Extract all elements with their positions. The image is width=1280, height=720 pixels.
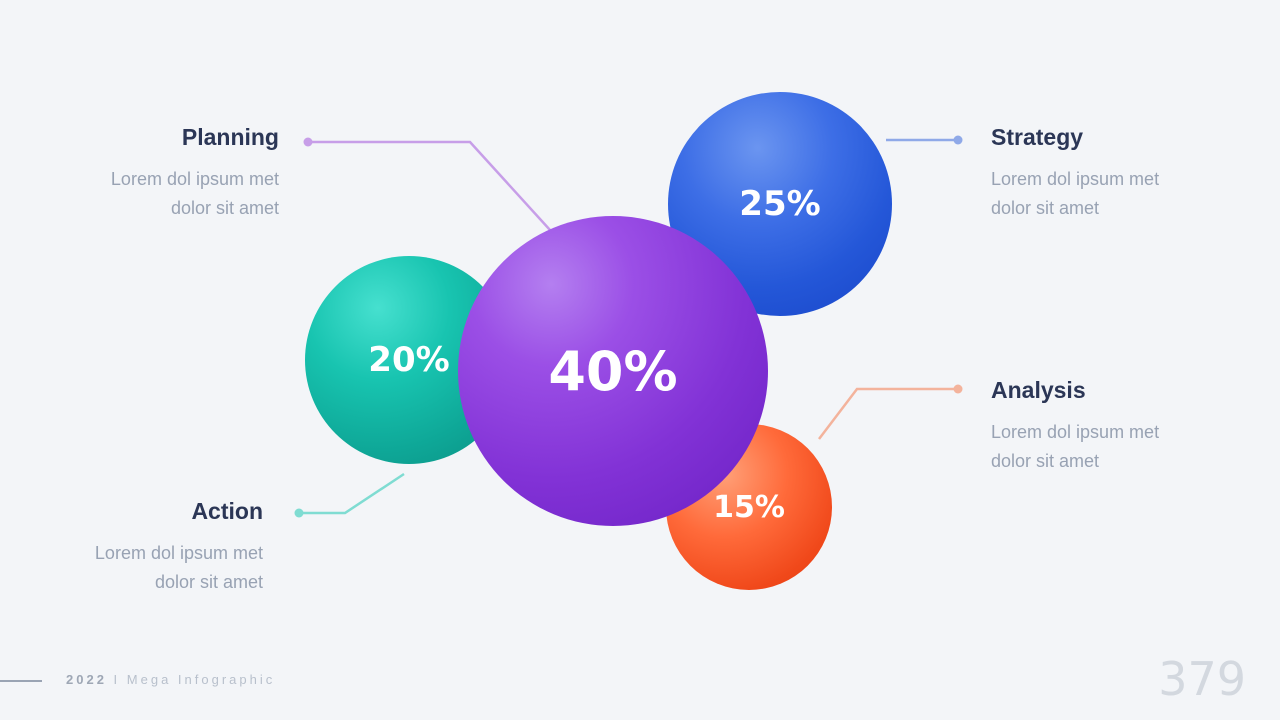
planning-desc-line1: Lorem dol ipsum met xyxy=(110,169,279,189)
planning-connector-dot xyxy=(303,137,313,147)
action-desc-line2: dolor sit amet xyxy=(154,572,263,592)
analysis-desc-line1: Lorem dol ipsum met xyxy=(991,422,1160,442)
analysis-connector xyxy=(818,387,958,440)
strategy-title: Strategy xyxy=(991,124,1084,150)
analysis-desc-line2: dolor sit amet xyxy=(991,451,1100,471)
action-desc-line1: Lorem dol ipsum met xyxy=(94,543,263,563)
analysis-title: Analysis xyxy=(991,377,1086,403)
planning-bubble: 40% xyxy=(458,216,768,526)
analysis-value: 15% xyxy=(713,489,785,525)
strategy-connector-dot xyxy=(953,135,963,145)
action-value: 20% xyxy=(368,340,450,380)
strategy-value: 25% xyxy=(739,184,821,224)
strategy-desc-line1: Lorem dol ipsum met xyxy=(991,169,1160,189)
action-connector-dot xyxy=(294,508,304,518)
analysis-label: Analysis Lorem dol ipsum met dolor sit a… xyxy=(991,377,1231,476)
planning-connector xyxy=(308,140,551,231)
strategy-desc-line2: dolor sit amet xyxy=(991,198,1100,218)
footer-year: 2022 xyxy=(66,672,107,687)
analysis-connector-dot xyxy=(953,384,963,394)
planning-value: 40% xyxy=(548,339,678,403)
footer-title: Mega Infographic xyxy=(126,672,276,687)
footer-separator: I xyxy=(113,672,121,687)
planning-title: Planning xyxy=(181,124,279,150)
action-title: Action xyxy=(191,498,263,524)
footer-caption: 2022 I Mega Infographic xyxy=(66,672,275,687)
page-number: 379 xyxy=(1158,652,1246,706)
strategy-label: Strategy Lorem dol ipsum met dolor sit a… xyxy=(991,124,1231,223)
footer-divider xyxy=(0,680,42,682)
planning-desc-line2: dolor sit amet xyxy=(170,198,279,218)
action-label: Action Lorem dol ipsum met dolor sit ame… xyxy=(23,498,263,597)
action-connector xyxy=(299,472,405,515)
planning-label: Planning Lorem dol ipsum met dolor sit a… xyxy=(39,124,279,223)
